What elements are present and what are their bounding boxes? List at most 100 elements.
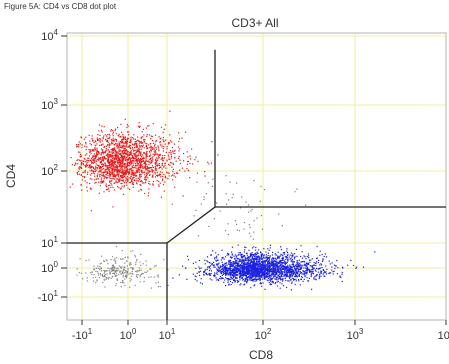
data-point <box>294 253 296 255</box>
data-point <box>326 273 328 275</box>
data-point <box>116 275 118 277</box>
data-point <box>277 263 279 265</box>
data-point <box>302 280 304 282</box>
data-point <box>118 178 120 180</box>
data-point <box>262 272 264 274</box>
data-point <box>129 141 131 144</box>
data-point <box>252 269 254 271</box>
data-point <box>112 150 114 152</box>
data-point <box>296 260 299 262</box>
data-point <box>109 181 111 183</box>
data-point <box>255 258 257 260</box>
data-point <box>116 268 118 270</box>
data-point <box>230 284 232 286</box>
data-point <box>108 185 110 187</box>
data-point <box>251 279 253 281</box>
data-point <box>324 275 326 277</box>
data-point <box>246 268 248 270</box>
data-point <box>77 163 79 165</box>
data-point <box>246 266 248 268</box>
data-point <box>235 270 237 273</box>
data-point <box>236 265 238 267</box>
data-point <box>86 280 88 282</box>
data-point <box>255 272 257 274</box>
data-point <box>120 156 122 158</box>
data-point <box>135 178 137 180</box>
data-point <box>306 264 308 266</box>
data-point <box>93 274 95 276</box>
data-point <box>245 278 247 280</box>
data-point <box>299 268 302 270</box>
data-point <box>91 138 93 140</box>
data-point <box>189 162 191 165</box>
data-point <box>208 270 211 272</box>
data-point <box>232 272 234 274</box>
data-point <box>139 162 141 164</box>
data-point <box>130 150 132 152</box>
data-point <box>109 135 111 137</box>
data-point <box>143 280 145 283</box>
data-point <box>208 265 210 268</box>
data-point <box>284 267 286 269</box>
data-point <box>196 172 198 174</box>
data-point <box>281 271 283 273</box>
data-point <box>243 258 245 260</box>
data-point <box>111 170 114 172</box>
data-point <box>184 170 186 172</box>
data-point <box>162 175 164 177</box>
data-point <box>264 270 266 272</box>
data-point <box>105 183 107 185</box>
data-point <box>271 264 273 266</box>
data-point <box>81 189 83 191</box>
data-point <box>109 172 112 174</box>
data-point <box>110 153 112 155</box>
data-point <box>132 186 134 188</box>
data-point <box>169 110 171 112</box>
data-point <box>109 184 111 186</box>
data-point <box>280 263 282 265</box>
data-point <box>164 162 166 164</box>
data-point <box>259 268 261 270</box>
data-point <box>225 265 227 267</box>
data-point <box>108 152 110 154</box>
data-point <box>238 252 240 254</box>
data-point <box>234 280 236 282</box>
data-point <box>144 152 146 155</box>
data-point <box>222 271 224 273</box>
data-point <box>90 172 93 175</box>
data-point <box>226 267 228 269</box>
data-point <box>96 167 98 169</box>
data-point <box>126 131 129 133</box>
data-point <box>289 276 291 278</box>
data-point <box>309 271 311 273</box>
data-point <box>235 260 237 262</box>
data-point <box>110 155 112 157</box>
data-point <box>139 145 141 147</box>
data-point <box>115 138 117 140</box>
data-point <box>114 163 116 165</box>
data-point <box>277 251 279 253</box>
data-point <box>112 269 114 271</box>
data-point <box>173 150 175 152</box>
data-point <box>231 253 233 255</box>
data-point <box>121 151 123 153</box>
data-point <box>238 261 241 263</box>
data-point <box>319 272 321 274</box>
data-point <box>144 162 146 164</box>
data-point <box>145 156 147 158</box>
data-point <box>135 167 137 169</box>
data-point <box>110 130 112 132</box>
data-point <box>120 286 122 288</box>
data-point <box>289 270 291 272</box>
data-point <box>242 255 244 257</box>
data-point <box>120 270 122 272</box>
data-point <box>148 134 151 136</box>
data-point <box>271 278 273 280</box>
data-point <box>179 159 181 161</box>
data-point <box>282 273 284 275</box>
data-point <box>106 168 108 170</box>
data-point <box>318 276 321 278</box>
y-tick-label-4: 103 <box>41 97 58 112</box>
data-point <box>161 144 163 146</box>
y-tick-label-1: 100 <box>41 260 58 275</box>
